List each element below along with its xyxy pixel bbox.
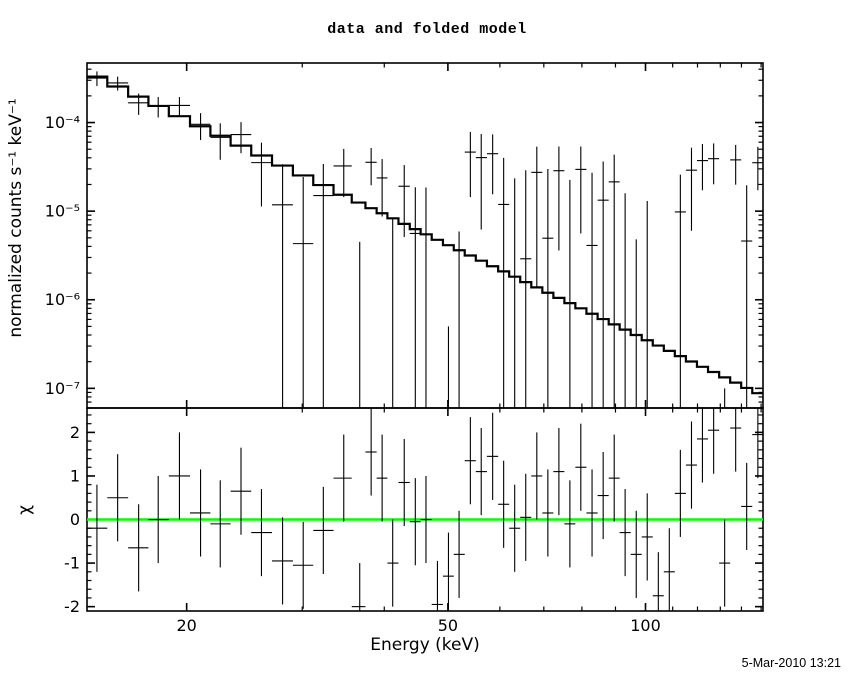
y-tick-label-chi: -1 <box>64 554 80 573</box>
y-tick-label-chi: -2 <box>64 597 80 616</box>
y-tick-label-counts: 10⁻⁷ <box>45 379 80 398</box>
y-axis-label-counts: normalized counts s⁻¹ keV⁻¹ <box>6 98 26 337</box>
model-step-line <box>86 75 764 395</box>
timestamp: 5-Mar-2010 13:21 <box>742 656 841 670</box>
y-tick-label-chi: 2 <box>70 423 80 442</box>
plot-frame <box>86 62 764 612</box>
y-axis-label-chi: χ <box>15 505 35 515</box>
axis-ticks <box>87 63 763 611</box>
data-points-errorbars <box>86 71 764 408</box>
y-tick-label-chi: 1 <box>70 466 80 485</box>
x-tick-label: 20 <box>176 616 196 635</box>
model-histogram <box>86 75 764 395</box>
x-tick-label: 100 <box>630 616 661 635</box>
y-tick-label-counts: 10⁻⁵ <box>45 202 80 221</box>
x-tick-label: 50 <box>438 616 458 635</box>
chi-residual-points <box>86 408 764 611</box>
plot-title: data and folded model <box>327 21 527 38</box>
y-tick-label-counts: 10⁻⁴ <box>45 113 80 132</box>
x-axis-label: Energy (keV) <box>370 635 480 655</box>
y-tick-label-chi: 0 <box>70 510 80 529</box>
y-tick-label-counts: 10⁻⁶ <box>45 290 80 309</box>
tick-labels: 20 50 100 10⁻⁴ 10⁻⁵ 10⁻⁶ 10⁻⁷ 2 1 0 -1 -2 <box>45 113 661 635</box>
